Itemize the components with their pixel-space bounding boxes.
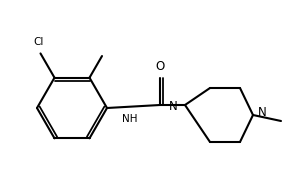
Text: Cl: Cl [33, 37, 44, 48]
Text: N: N [258, 107, 267, 120]
Text: N: N [169, 100, 178, 113]
Text: O: O [155, 60, 165, 73]
Text: NH: NH [121, 114, 137, 124]
